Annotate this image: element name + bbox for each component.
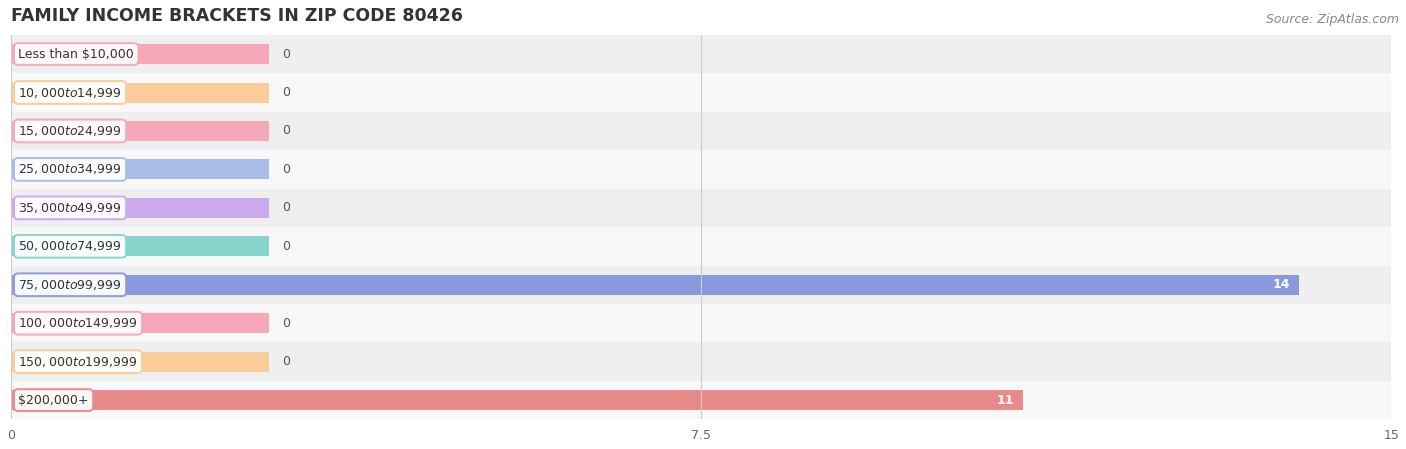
Bar	[11, 313, 269, 333]
Bar	[11, 159, 269, 180]
Text: 14: 14	[1272, 278, 1289, 291]
Text: FAMILY INCOME BRACKETS IN ZIP CODE 80426: FAMILY INCOME BRACKETS IN ZIP CODE 80426	[11, 7, 463, 25]
Text: 0: 0	[283, 124, 291, 137]
Text: $50,000 to $74,999: $50,000 to $74,999	[18, 239, 122, 253]
Bar	[11, 352, 269, 372]
Bar	[11, 227, 1391, 265]
Text: $35,000 to $49,999: $35,000 to $49,999	[18, 201, 122, 215]
Text: 0: 0	[283, 317, 291, 330]
Text: $200,000+: $200,000+	[18, 394, 89, 407]
Bar	[11, 121, 269, 141]
Text: $75,000 to $99,999: $75,000 to $99,999	[18, 278, 122, 292]
Bar	[11, 275, 1299, 295]
Text: 11: 11	[997, 394, 1014, 407]
Bar	[11, 35, 1391, 73]
Bar	[11, 73, 1391, 112]
Bar	[11, 112, 1391, 150]
Text: $150,000 to $199,999: $150,000 to $199,999	[18, 355, 138, 369]
Bar	[11, 236, 269, 256]
Text: $100,000 to $149,999: $100,000 to $149,999	[18, 316, 138, 330]
Text: Less than $10,000: Less than $10,000	[18, 48, 134, 61]
Text: 0: 0	[283, 86, 291, 99]
Bar	[11, 390, 1024, 410]
Bar	[11, 44, 269, 64]
Text: 0: 0	[283, 163, 291, 176]
Text: 0: 0	[283, 48, 291, 61]
Bar	[11, 381, 1391, 419]
Text: 0: 0	[283, 201, 291, 214]
Bar	[11, 83, 269, 102]
Bar	[11, 265, 1391, 304]
Text: $25,000 to $34,999: $25,000 to $34,999	[18, 163, 122, 176]
Text: $10,000 to $14,999: $10,000 to $14,999	[18, 85, 122, 100]
Bar	[11, 189, 1391, 227]
Text: Source: ZipAtlas.com: Source: ZipAtlas.com	[1265, 13, 1399, 26]
Bar	[11, 304, 1391, 343]
Text: 0: 0	[283, 355, 291, 368]
Text: $15,000 to $24,999: $15,000 to $24,999	[18, 124, 122, 138]
Bar	[11, 343, 1391, 381]
Bar	[11, 198, 269, 218]
Bar	[11, 150, 1391, 189]
Text: 0: 0	[283, 240, 291, 253]
